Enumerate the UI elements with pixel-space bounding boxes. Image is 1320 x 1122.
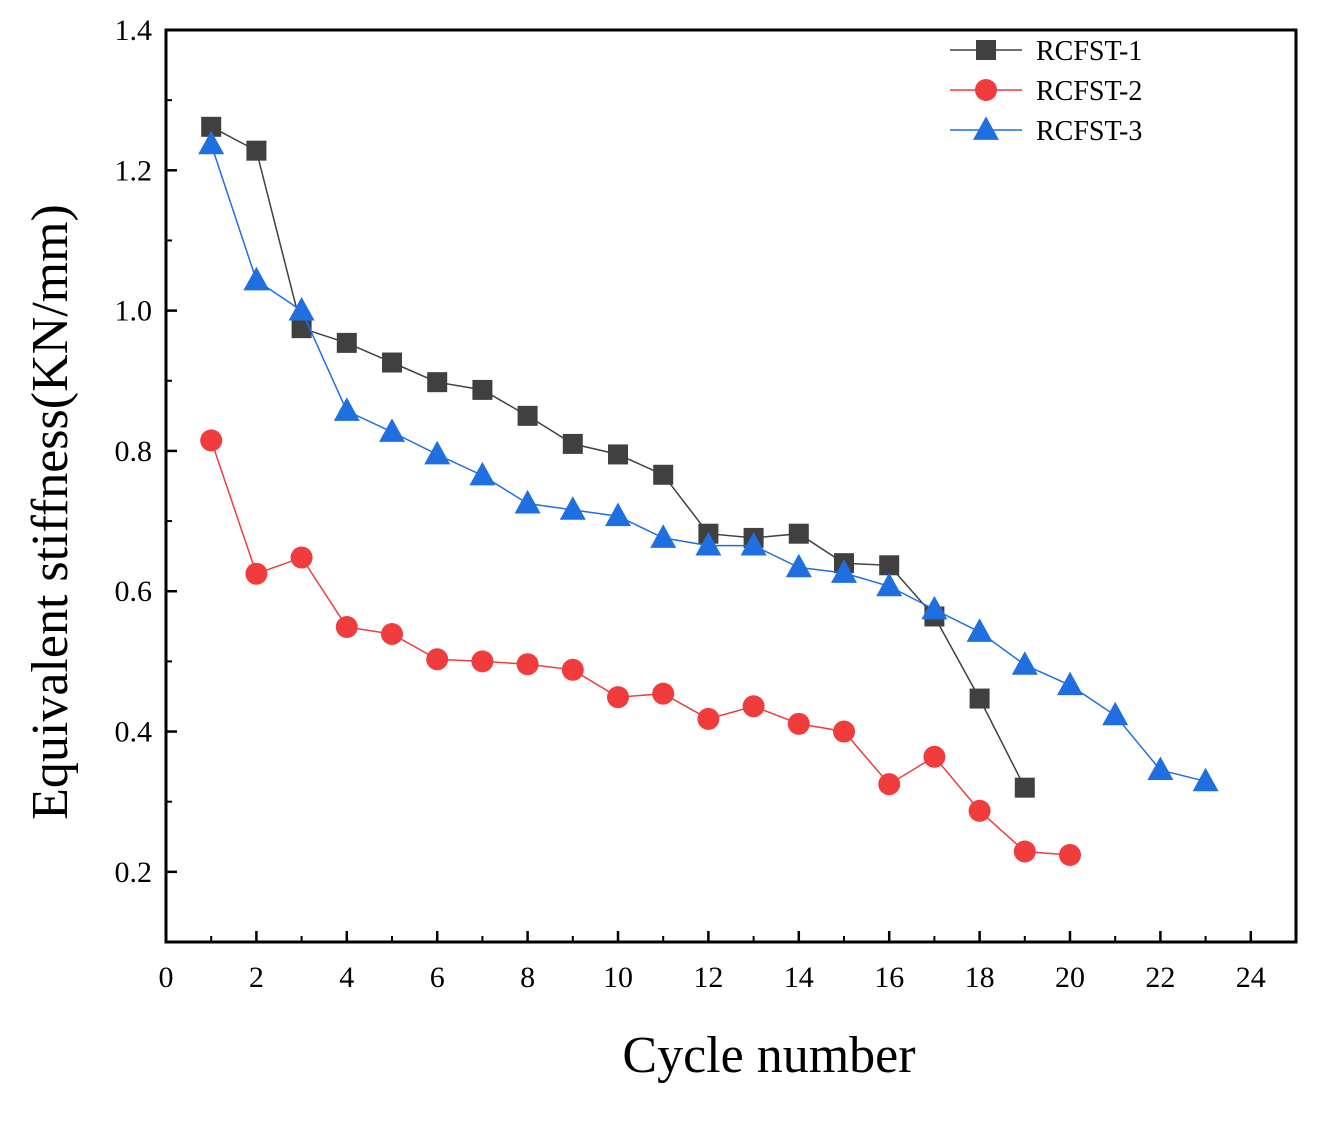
legend-item: RCFST-2 xyxy=(950,76,1142,107)
y-tick-label: 1.0 xyxy=(115,295,153,328)
legend-item: RCFST-1 xyxy=(950,36,1142,67)
data-point xyxy=(471,650,494,673)
data-point xyxy=(381,623,403,646)
legend-label: RCFST-3 xyxy=(1036,116,1142,147)
x-tick-label: 4 xyxy=(339,961,354,994)
data-point xyxy=(742,695,765,718)
x-tick-label: 20 xyxy=(1055,961,1085,994)
x-tick-label: 16 xyxy=(874,961,904,994)
data-point xyxy=(382,352,402,373)
data-point xyxy=(336,332,357,353)
y-axis-title: Equivalent stiffness(KN/mm) xyxy=(22,204,79,820)
x-tick-label: 10 xyxy=(603,961,633,994)
data-point xyxy=(650,524,677,548)
x-tick-label: 14 xyxy=(784,961,814,994)
data-point xyxy=(243,266,270,291)
series-3 xyxy=(198,130,1219,792)
data-point xyxy=(335,616,358,639)
data-point xyxy=(1057,671,1083,696)
legend-marker xyxy=(976,40,996,60)
data-point xyxy=(562,433,583,454)
x-tick-label: 0 xyxy=(159,961,174,994)
data-point xyxy=(559,496,586,520)
data-point xyxy=(200,429,223,452)
data-point xyxy=(788,523,809,544)
data-point xyxy=(1102,701,1129,726)
y-tick-label: 0.8 xyxy=(115,435,153,468)
data-point xyxy=(921,595,948,620)
legend-item: RCFST-3 xyxy=(950,116,1142,147)
data-point xyxy=(561,658,584,681)
data-point xyxy=(1014,777,1035,798)
series-line xyxy=(210,440,1071,856)
data-point xyxy=(1192,767,1219,792)
data-point xyxy=(968,799,991,822)
data-point xyxy=(245,562,268,585)
data-point xyxy=(288,296,315,321)
data-point xyxy=(605,502,631,527)
data-point xyxy=(424,440,451,465)
axis-ticks: 0 2 4 6 8 10 12 14 16 18 20 22 240.20.40.60.81.01.21… xyxy=(115,14,1266,994)
data-point xyxy=(787,712,810,735)
data-series xyxy=(198,116,1219,867)
data-point xyxy=(198,130,225,155)
data-point xyxy=(1059,844,1081,867)
data-point xyxy=(1011,651,1038,675)
data-point xyxy=(833,720,855,743)
legend-label: RCFST-1 xyxy=(1036,36,1142,67)
data-point xyxy=(969,688,990,709)
data-point xyxy=(653,464,674,485)
legend-marker xyxy=(973,116,999,140)
data-point xyxy=(201,116,222,137)
data-point xyxy=(876,572,903,597)
data-point xyxy=(379,418,405,442)
legend: RCFST-1 RCFST-2 RCFST-3 xyxy=(950,36,1142,147)
series-2 xyxy=(200,429,1081,867)
y-tick-label: 0.4 xyxy=(115,716,153,749)
data-point xyxy=(333,397,360,421)
legend-label: RCFST-2 xyxy=(1036,76,1142,107)
y-tick-label: 1.2 xyxy=(115,154,153,187)
x-tick-label: 8 xyxy=(520,961,535,994)
data-point xyxy=(426,648,449,671)
x-tick-label: 2 xyxy=(249,961,264,994)
data-point xyxy=(517,405,538,426)
x-tick-label: 12 xyxy=(693,961,723,994)
x-tick-label: 18 xyxy=(965,961,995,994)
data-point xyxy=(514,489,541,514)
data-point xyxy=(516,653,539,676)
data-point xyxy=(472,379,493,400)
data-point xyxy=(608,444,628,465)
data-point xyxy=(740,531,767,556)
data-point xyxy=(290,546,313,569)
data-point xyxy=(831,559,857,583)
x-tick-label: 6 xyxy=(430,961,445,994)
data-point xyxy=(1147,756,1174,781)
plot-frame xyxy=(164,28,1298,944)
data-point xyxy=(966,618,993,642)
data-point xyxy=(879,555,900,576)
data-point xyxy=(469,461,496,486)
data-point xyxy=(1013,840,1036,863)
x-axis-title: Cycle number xyxy=(622,1027,915,1084)
series-line xyxy=(210,144,1206,783)
data-point xyxy=(923,745,946,768)
data-point xyxy=(878,773,901,796)
data-point xyxy=(697,707,720,730)
y-tick-label: 0.6 xyxy=(115,575,153,608)
x-tick-label: 22 xyxy=(1145,961,1175,994)
data-point xyxy=(695,531,722,556)
data-point xyxy=(291,318,312,339)
legend-marker xyxy=(975,79,997,101)
data-point xyxy=(607,686,629,709)
data-point xyxy=(427,372,448,393)
y-tick-label: 0.2 xyxy=(115,856,153,889)
x-tick-label: 24 xyxy=(1236,961,1266,994)
y-tick-label: 1.4 xyxy=(115,14,153,47)
data-point xyxy=(785,553,812,578)
data-point xyxy=(652,682,675,705)
data-point xyxy=(246,140,267,161)
